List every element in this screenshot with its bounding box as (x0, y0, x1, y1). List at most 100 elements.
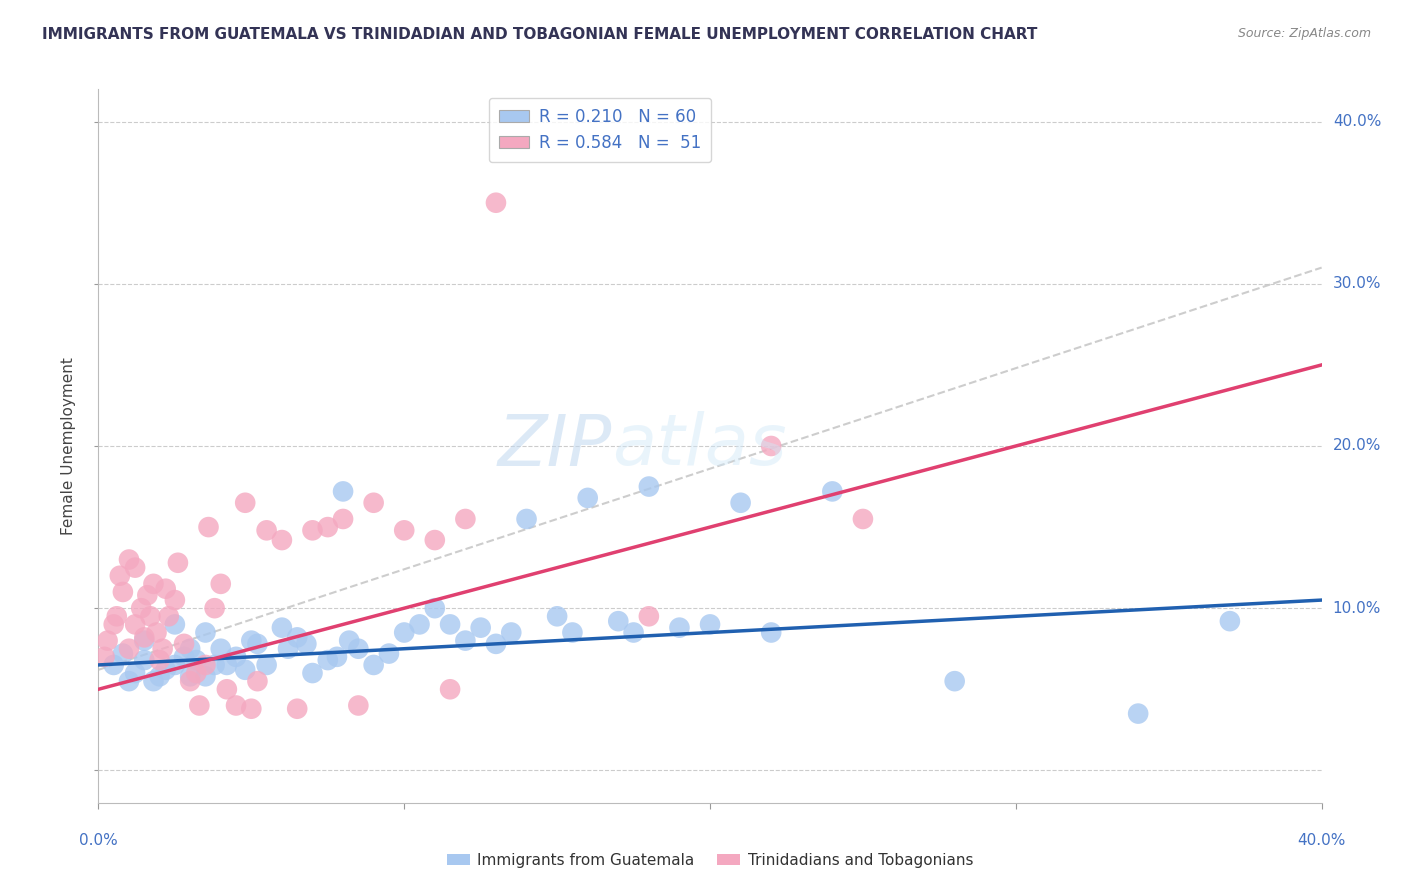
Point (103, 617, 125, 632)
Point (607, 614, 630, 628)
Point (332, 512, 354, 526)
Point (186, 653, 208, 667)
Point (157, 609, 180, 624)
Point (256, 524, 278, 538)
Point (454, 633, 477, 648)
Point (105, 609, 128, 624)
Point (188, 698, 211, 713)
Point (93, 649, 115, 664)
Point (149, 653, 172, 667)
Point (179, 641, 201, 656)
Point (111, 647, 134, 661)
Point (134, 631, 156, 645)
Point (134, 653, 156, 667)
Point (637, 479, 661, 493)
Point (730, 496, 752, 510)
Point (240, 633, 263, 648)
Point (392, 524, 416, 538)
Point (142, 577, 165, 591)
Point (699, 617, 721, 632)
Point (97, 633, 120, 648)
Point (233, 663, 256, 677)
Point (347, 698, 370, 713)
Y-axis label: Female Unemployment: Female Unemployment (60, 357, 76, 535)
Text: 30.0%: 30.0% (1333, 277, 1381, 292)
Point (155, 663, 177, 677)
Point (233, 496, 256, 510)
Point (256, 657, 278, 672)
Point (470, 621, 492, 635)
Text: atlas: atlas (612, 411, 787, 481)
Point (423, 533, 446, 547)
Point (759, 439, 782, 453)
Point (167, 556, 190, 570)
Point (439, 682, 461, 697)
Point (546, 609, 568, 624)
Point (1128, 706, 1150, 721)
Point (392, 625, 416, 640)
Point (332, 484, 354, 499)
Point (363, 496, 385, 510)
Point (277, 641, 299, 656)
Point (485, 637, 508, 651)
Point (576, 491, 599, 505)
Point (124, 617, 146, 632)
Text: IMMIGRANTS FROM GUATEMALA VS TRINIDADIAN AND TOBAGONIAN FEMALE UNEMPLOYMENT CORR: IMMIGRANTS FROM GUATEMALA VS TRINIDADIAN… (42, 27, 1038, 42)
Point (103, 657, 125, 672)
Point (149, 669, 172, 683)
Point (173, 649, 195, 664)
Point (152, 641, 174, 656)
Point (270, 533, 292, 547)
Point (209, 577, 232, 591)
Point (852, 512, 875, 526)
Point (215, 682, 238, 697)
Point (215, 657, 238, 672)
Point (139, 609, 162, 624)
Point (209, 641, 232, 656)
Point (194, 657, 217, 672)
Text: Source: ZipAtlas.com: Source: ZipAtlas.com (1237, 27, 1371, 40)
Point (759, 625, 782, 640)
Point (623, 625, 645, 640)
Point (439, 617, 461, 632)
Point (1219, 614, 1241, 628)
Point (136, 588, 159, 602)
Point (142, 674, 165, 689)
Point (454, 512, 477, 526)
Point (561, 625, 583, 640)
Point (240, 702, 263, 716)
Point (516, 512, 538, 526)
Point (337, 633, 360, 648)
Point (118, 674, 141, 689)
Point (204, 601, 226, 615)
Point (408, 617, 430, 632)
Point (347, 641, 370, 656)
Text: 0.0%: 0.0% (79, 833, 118, 848)
Point (637, 609, 661, 624)
Point (124, 560, 146, 574)
Point (316, 520, 339, 534)
Point (108, 568, 131, 582)
Text: 40.0%: 40.0% (1298, 833, 1346, 848)
Point (197, 520, 219, 534)
Point (173, 637, 195, 651)
Text: ZIP: ZIP (498, 411, 612, 481)
Point (301, 666, 323, 681)
Text: 20.0%: 20.0% (1333, 439, 1381, 453)
Point (301, 524, 323, 538)
Point (194, 625, 217, 640)
Point (134, 633, 156, 648)
Point (501, 625, 523, 640)
Point (285, 631, 308, 645)
Point (124, 666, 146, 681)
Point (270, 621, 292, 635)
Point (821, 484, 844, 499)
Point (363, 657, 385, 672)
Text: 10.0%: 10.0% (1333, 600, 1381, 615)
Legend: Immigrants from Guatemala, Trinidadians and Tobagonians: Immigrants from Guatemala, Trinidadians … (440, 847, 980, 873)
Point (186, 666, 208, 681)
Point (118, 641, 141, 656)
Point (326, 649, 349, 664)
Point (145, 625, 167, 640)
Point (179, 674, 201, 689)
